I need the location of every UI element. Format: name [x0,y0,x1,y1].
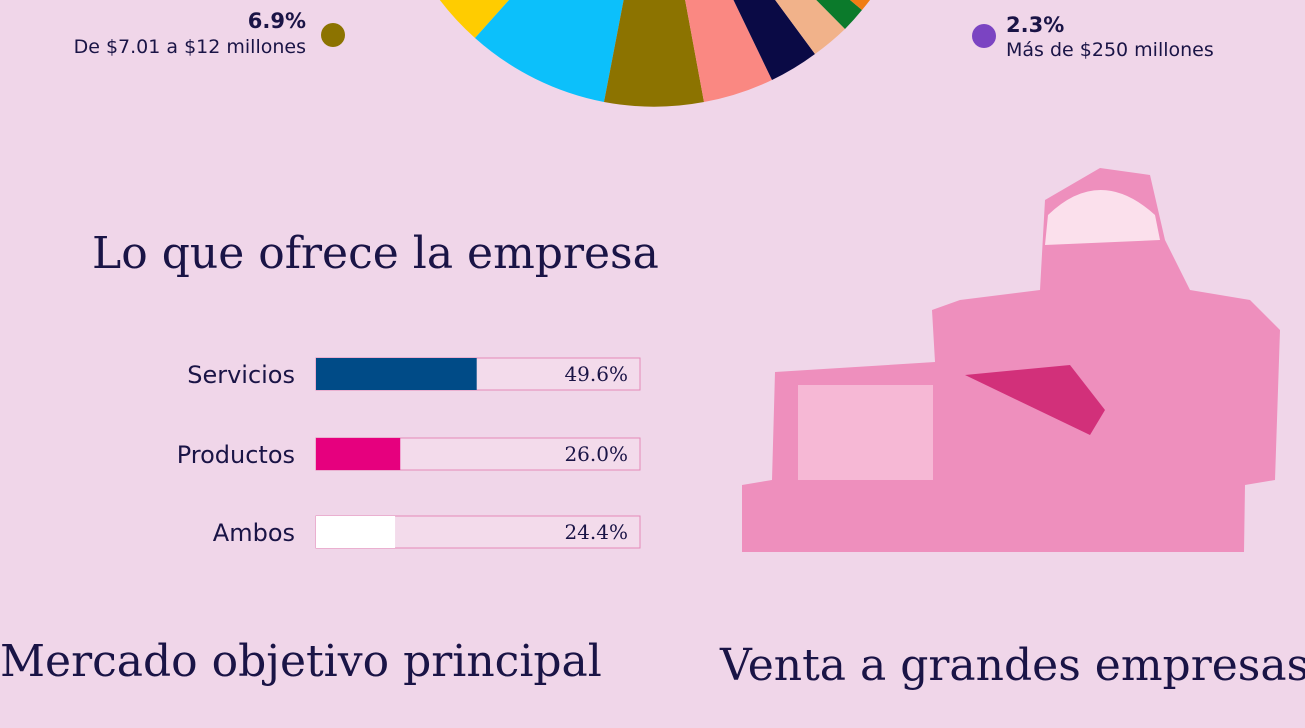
bar [316,438,401,470]
category-label: Productos [177,441,295,469]
helmet [1045,190,1160,245]
photo-shape [742,168,1280,552]
pie-fragment [439,0,870,107]
bar [316,358,477,390]
value-label: 26.0% [564,442,628,466]
legend-label: De $7.01 a $12 millones [74,36,306,58]
pie-slice [733,0,815,80]
heading: Mercado objetivo principal [0,636,602,687]
legend-value: 2.3% [1006,13,1064,37]
legend-value: 6.9% [248,9,306,33]
category-label: Ambos [213,519,295,547]
chart-title: Lo que ofrece la empresa [92,228,659,279]
pie-slice [439,0,510,38]
photo [742,168,1280,552]
legend-dot [972,24,996,48]
pie-slice [850,0,870,10]
legend-label: Más de $250 millones [1006,39,1214,61]
legend-dot [321,23,345,47]
category-label: Servicios [187,361,295,389]
bar [316,516,396,548]
pie-slice [475,0,624,102]
laptop [798,385,933,480]
pie-slice [775,0,845,54]
pie-slice [685,0,772,102]
value-label: 24.4% [564,520,628,544]
pie-slice [604,0,704,107]
value-label: 49.6% [564,362,628,386]
pie-slice [816,0,862,29]
clipboard [965,365,1105,435]
heading: Venta a grandes empresas [719,640,1305,691]
